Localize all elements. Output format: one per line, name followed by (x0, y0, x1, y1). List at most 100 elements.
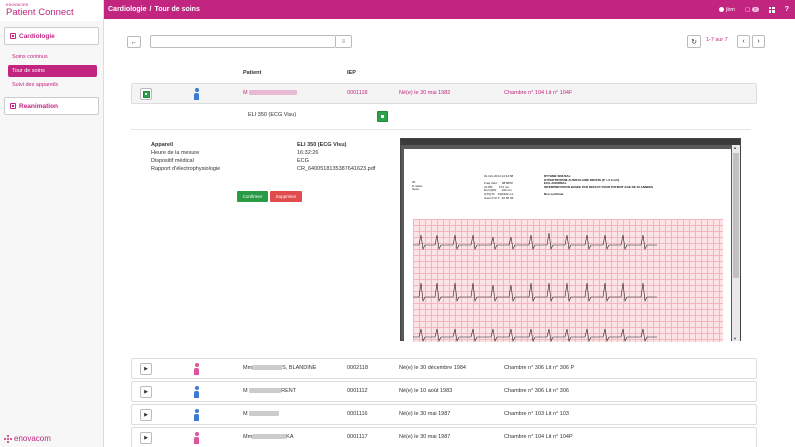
list-view-button[interactable]: ≡ (336, 35, 352, 48)
apps-grid-icon[interactable] (768, 6, 775, 13)
prev-page-button[interactable]: ‹ (737, 35, 750, 48)
refresh-button[interactable]: ↻ (687, 35, 701, 48)
pager-text: 1-7 sur 7 (706, 37, 728, 43)
stop-icon (142, 90, 150, 98)
patient-room: Chambre n° 103 Lit n° 103 (504, 411, 569, 417)
scroll-down-icon[interactable]: ▼ (733, 336, 737, 341)
male-icon (194, 386, 199, 398)
female-icon (194, 363, 199, 375)
patient-iep: 0001117 (347, 434, 368, 440)
expand-button[interactable]: ▶ (140, 363, 152, 375)
sidebar-item-soins-continus[interactable]: Soins continus (12, 54, 48, 60)
pdf-scrollbar[interactable]: ▲ ▼ (732, 145, 740, 341)
play-icon: ▶ (144, 366, 148, 372)
device-name: ELI 350 (ECG Visu) (248, 112, 297, 118)
detail-value: 16:32:26 (297, 150, 319, 156)
collapse-button[interactable] (140, 88, 152, 100)
patient-room: Chambre n° 104 Lit n° 104P (504, 434, 573, 440)
table-row[interactable]: ▶ Mm S, BLANDINE 0002118 Né(e) le 30 déce… (131, 358, 757, 379)
patient-name[interactable]: Mm KA (243, 434, 294, 440)
sidebar: enovacom Patient Connect Cardiologie Soi… (0, 0, 104, 447)
expand-button[interactable]: ▶ (140, 386, 152, 398)
sidebar-section-cardiologie[interactable]: Cardiologie (4, 27, 99, 45)
chat-icon: ▢ (745, 6, 751, 13)
patient-room: Chambre n° 306 Lit n° 306 P (504, 365, 575, 371)
refresh-icon: ↻ (691, 38, 697, 46)
male-icon (194, 409, 199, 421)
chevron-left-icon: ‹ (742, 38, 745, 45)
table-row[interactable]: ▶ Mm KA 0001117 Né(e) le 30 mai 1987 Cham… (131, 427, 757, 447)
expand-button[interactable]: ▶ (140, 432, 152, 444)
play-icon: ▶ (144, 389, 148, 395)
ecg-patient-info: ID: D.naiss: Sexe: (412, 180, 423, 192)
header-actions: jbm ▢ 0 ? (719, 0, 789, 19)
breadcrumb-separator: / (149, 6, 152, 13)
patient-birth: Né(e) le 30 mai 1982 (399, 90, 451, 96)
patient-name[interactable]: M RENT (243, 388, 297, 394)
list-icon: ≡ (341, 38, 346, 45)
sidebar-item-tour-de-soins[interactable]: Tour de soins (8, 65, 97, 77)
table-row[interactable]: ▶ M 0001116 Né(e) le 30 mai 1987 Chambre… (131, 404, 757, 425)
ecg-report-page: ID: D.naiss: Sexe: 01-Oct-2014 14:34:58 … (404, 149, 731, 342)
expand-button[interactable]: ▶ (140, 409, 152, 421)
detail-key: Appareil (151, 142, 174, 148)
patient-birth: Né(e) le 30 décembre 1984 (399, 365, 466, 371)
patient-name[interactable]: Mm S, BLANDINE (243, 365, 317, 371)
column-header-patient: Patient (243, 70, 262, 76)
section-label: Cardiologie (19, 32, 55, 40)
module-icon (10, 33, 16, 39)
patient-birth: Né(e) le 30 mai 1987 (399, 411, 451, 417)
play-icon: ▶ (144, 412, 148, 418)
patient-iep: 0001112 (347, 388, 368, 394)
user-name: jbm (726, 6, 735, 13)
brand-company: enovacom (6, 2, 29, 7)
footer-logo: enovacom (4, 434, 51, 443)
table-row[interactable]: ▶ M RENT 0001112 Né(e) le 10 août 1983 C… (131, 381, 757, 402)
play-icon: ▶ (144, 435, 148, 441)
report-file-link[interactable]: CR_6400518135387641623.pdf (297, 166, 376, 172)
ecg-waveform (413, 232, 657, 342)
patient-name[interactable]: M (243, 411, 280, 417)
detail-value: ECG (297, 158, 309, 164)
module-icon (10, 103, 16, 109)
next-page-button[interactable]: › (752, 35, 765, 48)
table-row[interactable]: M 0001118 Né(e) le 30 mai 1982 Chambre n… (131, 83, 757, 104)
brand: enovacom Patient Connect (0, 0, 103, 21)
pdf-viewer[interactable]: ID: D.naiss: Sexe: 01-Oct-2014 14:34:58 … (400, 138, 741, 342)
patient-room: Chambre n° 306 Lit n° 306 (504, 388, 569, 394)
patient-name[interactable]: M (243, 90, 298, 96)
scroll-up-icon[interactable]: ▲ (733, 145, 737, 150)
notifications-button[interactable]: ▢ 0 (745, 7, 759, 13)
ecg-trace-grid (413, 219, 723, 342)
notification-badge: 0 (752, 7, 759, 12)
user-menu[interactable]: jbm (719, 7, 735, 13)
breadcrumb-item[interactable]: Cardiologie (108, 6, 147, 13)
confirm-button[interactable]: Confirmer (237, 191, 268, 202)
scroll-thumb[interactable] (733, 153, 739, 278)
patient-birth: Né(e) le 30 mai 1987 (399, 434, 451, 440)
search-input[interactable] (150, 35, 336, 48)
sidebar-section-reanimation[interactable]: Reanimation (4, 97, 99, 115)
patient-iep: 0001118 (347, 90, 368, 96)
patient-iep: 0001116 (347, 411, 368, 417)
male-icon (194, 88, 199, 100)
sidebar-item-suivi-appareils[interactable]: Suivi des appareils (12, 82, 59, 88)
brand-product[interactable]: Patient Connect (6, 7, 74, 18)
arrow-left-icon: ← (130, 38, 138, 46)
pdf-toolbar (401, 139, 740, 145)
delete-button[interactable]: Supprimer (270, 191, 302, 202)
detail-value: ELI 350 (ECG Visu) (297, 142, 347, 148)
sidebar-nav: Soins continus Tour de soins Suivi des a… (8, 51, 97, 91)
user-icon (719, 7, 725, 12)
device-select-button[interactable] (377, 111, 388, 122)
back-button[interactable]: ← (127, 36, 141, 48)
section-label: Reanimation (19, 102, 59, 110)
female-icon (194, 432, 199, 444)
help-button[interactable]: ? (784, 6, 789, 13)
column-header-iep: IEP (347, 70, 356, 76)
detail-key: Rapport d'électrophysiologie (151, 166, 221, 172)
top-header: Cardiologie / Tour de soins jbm ▢ 0 ? (104, 0, 795, 19)
breadcrumb-item: Tour de soins (154, 6, 200, 13)
divider (131, 129, 751, 130)
footer-brand: enovacom (14, 434, 51, 443)
